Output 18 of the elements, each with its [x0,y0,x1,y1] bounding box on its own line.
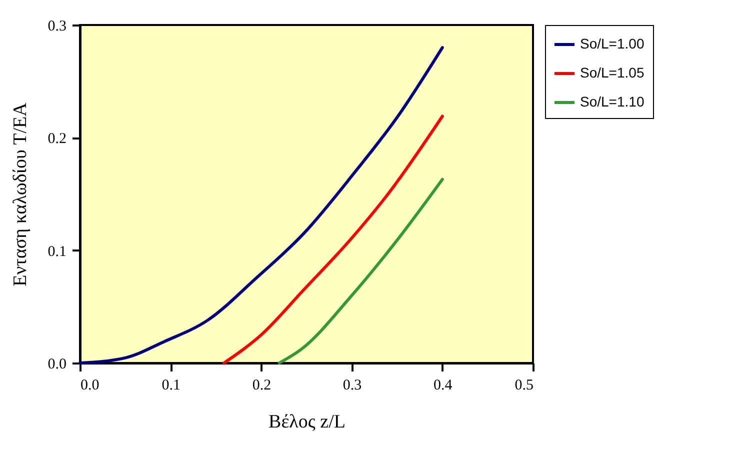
x-tick-label: 0.0 [80,378,100,394]
x-tick-label: 0.3 [342,378,362,394]
line-series [222,114,444,364]
x-tick-label: 0.5 [514,378,534,394]
legend-label: So/L=1.05 [580,64,644,80]
y-tick-label: 0.0 [48,356,66,372]
legend-label: So/L=1.10 [580,94,644,110]
x-axis-title: Βέλος z/L [268,412,346,432]
y-tick-label: 0.1 [48,244,66,260]
legend-label: So/L=1.00 [580,36,644,52]
line-series [278,178,444,364]
y-axis-title: Ενταση καλωδίου T/EA [10,102,31,286]
y-tick-label: 0.3 [48,18,66,34]
line-series [78,46,444,364]
x-tick-label: 0.4 [434,378,453,394]
x-tick-label: 0.1 [162,378,180,394]
y-tick-label: 0.2 [48,131,66,148]
x-tick-label: 0.2 [252,378,272,394]
